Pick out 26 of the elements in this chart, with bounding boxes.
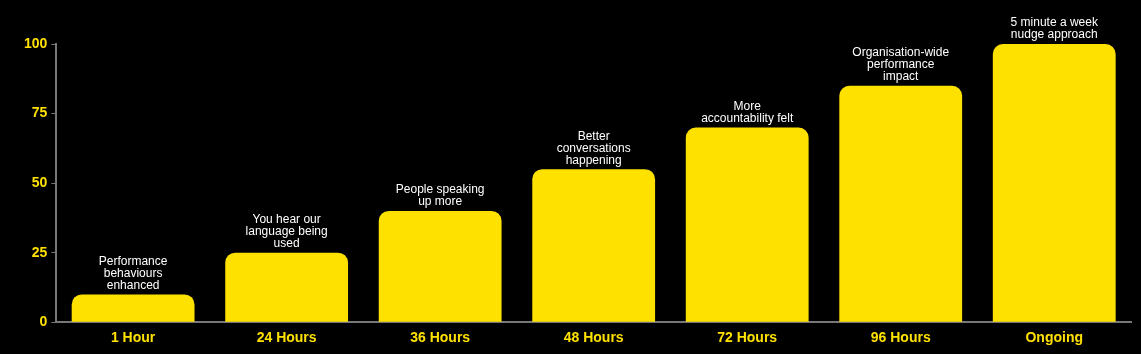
bar bbox=[71, 294, 195, 322]
x-tick-label: Ongoing bbox=[1025, 329, 1084, 346]
annotation: 5 minute a week nudge approach bbox=[1010, 15, 1099, 42]
annotation: More accountability felt bbox=[701, 98, 794, 125]
annotation: Organisation-wide performance impact bbox=[852, 45, 950, 84]
annotation: Performance behaviours enhanced bbox=[98, 253, 168, 292]
bar bbox=[685, 127, 809, 322]
y-tick-label: 0 bbox=[39, 313, 48, 330]
annotation: Better conversations happening bbox=[556, 128, 631, 167]
annotation: People speaking up more bbox=[395, 182, 485, 209]
y-tick-label: 100 bbox=[24, 34, 48, 51]
x-tick-label: 1 Hour bbox=[110, 329, 156, 346]
bar bbox=[532, 169, 656, 322]
bar bbox=[992, 44, 1116, 322]
bar bbox=[378, 210, 502, 322]
x-tick-label: 48 Hours bbox=[563, 329, 624, 346]
x-tick-label: 72 Hours bbox=[717, 329, 778, 346]
x-tick-label: 96 Hours bbox=[870, 329, 931, 346]
annotation: You hear our language being used bbox=[245, 211, 328, 250]
y-tick-label: 50 bbox=[31, 173, 48, 190]
x-tick-label: 36 Hours bbox=[410, 329, 471, 346]
bar bbox=[839, 85, 963, 322]
y-tick-label: 25 bbox=[31, 243, 48, 260]
y-tick-label: 75 bbox=[31, 104, 48, 121]
bar bbox=[225, 252, 349, 322]
x-tick-label: 24 Hours bbox=[256, 329, 317, 346]
